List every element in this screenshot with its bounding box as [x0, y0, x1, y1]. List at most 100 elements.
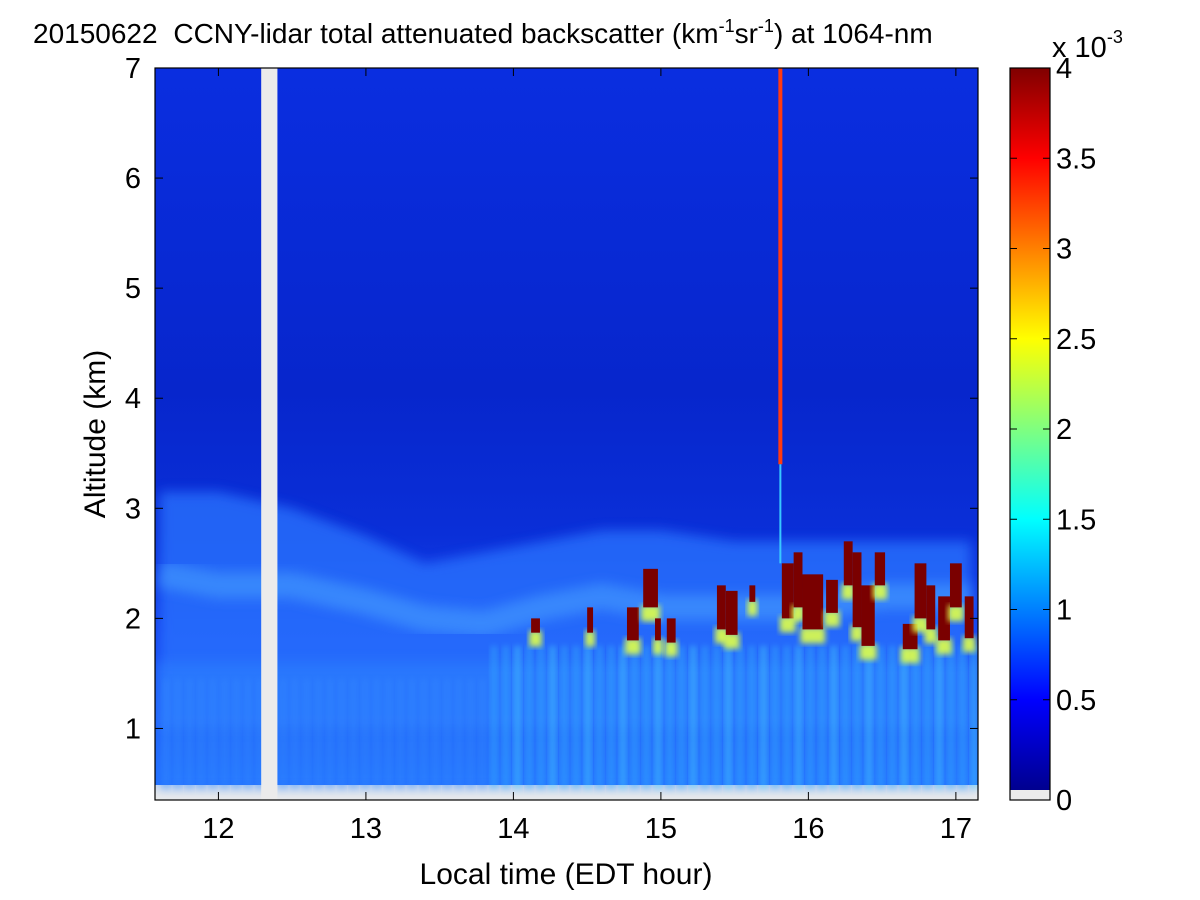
cloud-return [666, 618, 676, 643]
ground-streak [537, 645, 545, 789]
ground-streak [185, 678, 194, 789]
cloud-return [914, 563, 927, 619]
colorbar-multiplier: x 10-3 [1052, 27, 1123, 64]
ground-streak [162, 678, 170, 789]
cloud-return [949, 563, 962, 608]
ground-streak [689, 645, 697, 789]
ground-streak [970, 645, 978, 789]
cloud-base-glow [924, 627, 938, 644]
ground-streak [759, 645, 768, 789]
cloud-returns [529, 541, 976, 664]
ground-streak [736, 645, 744, 789]
ground-streak [279, 678, 287, 789]
ground-streak [677, 645, 686, 789]
ground-streak [771, 645, 779, 789]
ground-streak [876, 645, 885, 789]
cloud-return [826, 579, 838, 613]
ground-streak [748, 645, 756, 789]
chart-title-date: 20150622 [33, 18, 158, 49]
ground-streak [923, 645, 932, 789]
x-tick-label: 16 [792, 813, 824, 845]
colorbar-below-min [1010, 790, 1050, 800]
y-tick-label: 4 [125, 383, 141, 415]
cloud-base-glow [872, 583, 888, 600]
ground-streak [361, 678, 369, 789]
ground-streaks [155, 645, 978, 789]
ground-streak [584, 645, 592, 789]
ground-streak [384, 678, 393, 789]
cloud-base-glow [841, 583, 855, 600]
plot-area [155, 68, 978, 800]
ground-streak [396, 678, 405, 789]
ground-streak [466, 678, 475, 789]
cloud-return [531, 618, 540, 633]
ground-streak [525, 645, 533, 789]
ground-streak [174, 678, 182, 789]
cloud-base-glow [747, 599, 758, 616]
cloud-base-glow [800, 627, 826, 644]
ground-streak [548, 645, 557, 789]
cloud-return [781, 563, 794, 619]
ground-streak [935, 645, 943, 789]
cloud-base-glow [641, 605, 660, 622]
cloud-return [926, 585, 936, 630]
y-axis-label: Altitude (km) [79, 350, 112, 518]
cloud-return [964, 596, 974, 639]
cloud-base-glow [529, 630, 542, 647]
ground-streak [642, 645, 651, 789]
ground-streak [619, 645, 627, 789]
cloud-return [626, 607, 639, 641]
ground-streak [373, 678, 381, 789]
axes-frame [154, 67, 979, 801]
ground-streak [314, 678, 323, 789]
cloud-return [587, 607, 594, 633]
ground-streak [712, 645, 721, 789]
ground-streak [654, 645, 662, 789]
colorbar-multiplier-base: x 10 [1052, 32, 1107, 64]
chart-title-mid: sr [735, 18, 758, 49]
y-axis-ticks: 1 2 3 4 5 6 7 [125, 53, 978, 745]
cloud-return [843, 541, 853, 586]
y-tick-label: 1 [125, 713, 141, 745]
y-tick-label: 2 [125, 603, 141, 635]
ground-streak [302, 678, 311, 789]
ground-streak [220, 678, 229, 789]
cloud-return [749, 585, 756, 602]
x-tick-label: 12 [202, 813, 234, 845]
ground-streak [560, 645, 569, 789]
cloud-base-glow [723, 632, 740, 649]
cloud-return [802, 574, 824, 630]
colorbar-tick-label: 2.5 [1056, 324, 1096, 356]
y-tick-label: 5 [125, 273, 141, 305]
cloud-base-glow [791, 605, 805, 622]
cloud-return [643, 568, 658, 608]
chart-title-exp1: -1 [719, 16, 735, 36]
ground-streak [455, 678, 463, 789]
ground-streak [502, 645, 510, 789]
x-tick-label: 15 [645, 813, 677, 845]
chart-title-main: CCNY-lidar total attenuated backscatter … [173, 18, 718, 49]
ground-streak [478, 678, 487, 789]
ground-streak [209, 678, 217, 789]
chart-title-tail: ) at 1064-nm [774, 18, 933, 49]
cloud-base-glow [624, 638, 641, 655]
ground-streak [197, 678, 205, 789]
ground-streak [794, 645, 803, 789]
ground-streak [806, 645, 815, 789]
special-columns [778, 68, 783, 564]
ground-streak [291, 678, 299, 789]
ground-streak [338, 678, 346, 789]
colorbar-tick-label: 4 [1056, 53, 1072, 85]
x-axis-ticks: 12 13 14 15 16 17 [202, 68, 972, 845]
cloud-base-glow [664, 640, 678, 657]
colorbar-frame [1009, 67, 1051, 801]
cloud-return [793, 552, 803, 608]
cloud-return [874, 552, 886, 586]
colorbar-tick-label: 0 [1056, 785, 1072, 817]
ground-streak [244, 678, 252, 789]
x-tick-label: 14 [497, 813, 529, 845]
ground-streak [865, 645, 873, 789]
cloud-return [725, 590, 738, 635]
ground-streak [431, 678, 440, 789]
